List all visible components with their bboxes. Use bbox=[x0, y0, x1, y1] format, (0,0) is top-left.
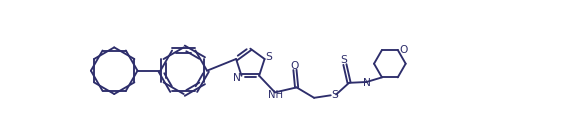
Text: S: S bbox=[340, 55, 347, 65]
Text: N: N bbox=[363, 78, 371, 88]
Text: N: N bbox=[233, 73, 241, 83]
Text: O: O bbox=[290, 61, 299, 71]
Text: NH: NH bbox=[268, 90, 283, 100]
Text: S: S bbox=[265, 52, 272, 62]
Text: O: O bbox=[399, 45, 407, 55]
Text: S: S bbox=[332, 90, 338, 100]
